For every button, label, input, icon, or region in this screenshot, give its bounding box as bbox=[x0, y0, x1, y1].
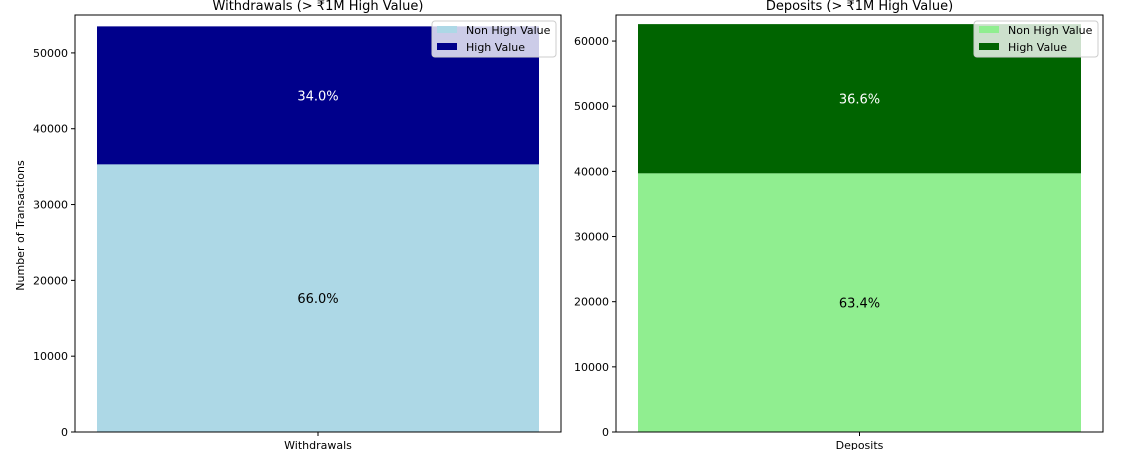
y-tick-label: 50000 bbox=[574, 100, 609, 113]
data-label: 34.0% bbox=[297, 89, 338, 104]
y-tick-label: 0 bbox=[602, 426, 609, 439]
legend-label: Non High Value bbox=[1008, 24, 1093, 37]
y-tick-label: 20000 bbox=[574, 296, 609, 309]
y-tick-label: 60000 bbox=[574, 35, 609, 48]
legend-swatch bbox=[437, 26, 457, 33]
legend-label: High Value bbox=[466, 41, 525, 54]
y-tick-label: 0 bbox=[61, 426, 68, 439]
y-axis-label: Number of Transactions bbox=[14, 160, 27, 291]
legend-box bbox=[431, 20, 557, 58]
legend: Non High Value High Value bbox=[431, 20, 557, 58]
y-tick-label: 40000 bbox=[33, 123, 68, 136]
x-tick-label: Withdrawals bbox=[284, 439, 352, 450]
chart-title: Deposits (> ₹1M High Value) bbox=[766, 0, 953, 14]
x-tick-label: Deposits bbox=[836, 439, 884, 450]
data-label: 66.0% bbox=[297, 292, 338, 307]
data-label: 63.4% bbox=[839, 297, 880, 312]
legend-label: High Value bbox=[1008, 41, 1067, 54]
legend-swatch bbox=[979, 26, 999, 33]
y-tick-label: 10000 bbox=[574, 361, 609, 374]
y-tick-label: 30000 bbox=[574, 231, 609, 244]
chart-panel: 66.0% 34.0% 0 10000 20000 30000 40000 50000 With… bbox=[14, 0, 562, 450]
data-label: 36.6% bbox=[839, 93, 880, 108]
y-tick-label: 40000 bbox=[574, 165, 609, 178]
legend-swatch bbox=[437, 43, 457, 50]
legend: Non High Value High Value bbox=[973, 20, 1099, 58]
chart-panel: 63.4% 36.6% 0 10000 20000 30000 40000 50000 6000… bbox=[574, 0, 1104, 450]
legend-swatch bbox=[979, 43, 999, 50]
legend-label: Non High Value bbox=[466, 24, 551, 37]
legend-box bbox=[973, 20, 1099, 58]
bar-segment bbox=[638, 173, 1081, 432]
y-tick-label: 50000 bbox=[33, 47, 68, 60]
chart-title: Withdrawals (> ₹1M High Value) bbox=[213, 0, 424, 14]
y-tick-label: 20000 bbox=[33, 274, 68, 287]
y-tick-label: 10000 bbox=[33, 350, 68, 363]
y-tick-label: 30000 bbox=[33, 199, 68, 212]
bar-segment bbox=[97, 164, 539, 432]
